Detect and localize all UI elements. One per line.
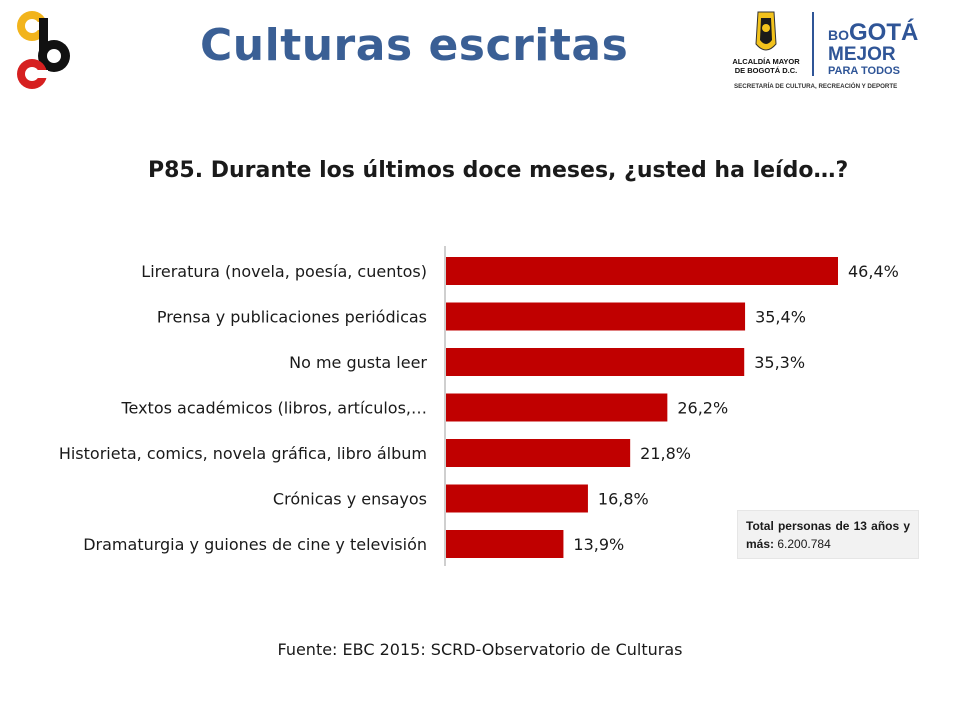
source-footer: Fuente: EBC 2015: SCRD-Observatorio de C… [277,640,683,659]
value-label: 35,3% [754,353,805,372]
svg-text:BOGOTÁ: BOGOTÁ [828,18,918,46]
logo-alcaldia-line1: ALCALDÍA MAYOR [732,57,800,66]
category-label: Crónicas y ensayos [273,490,427,509]
logo-brand-mid: MEJOR [828,44,896,65]
bar [446,484,588,513]
bar [446,393,668,422]
logo-brand-big: GOTÁ [849,18,918,46]
note-value: 6.200.784 [777,537,831,551]
coat-of-arms-icon [755,11,777,51]
bogota-logo: ALCALDÍA MAYOR DE BOGOTÁ D.C. BOGOTÁ MEJ… [732,11,918,90]
category-label: Prensa y publicaciones periódicas [157,308,427,327]
logo-brand-small: BO [828,27,849,43]
logo-subtitle: SECRETARÍA DE CULTURA, RECREACIÓN Y DEPO… [734,82,897,90]
category-label: No me gusta leer [289,353,427,372]
value-label: 21,8% [640,444,691,463]
chart-title: P85. Durante los últimos doce meses, ¿us… [148,158,849,183]
bar [446,302,746,331]
logo-alcaldia-line2: DE BOGOTÁ D.C. [735,66,798,75]
bar [446,348,745,376]
bar [446,439,631,467]
value-label: 13,9% [573,535,624,554]
note-label: Total personas de 13 años y más: [746,519,910,551]
category-label: Textos académicos (libros, artículos,… [120,399,427,418]
value-label: 16,8% [598,490,649,509]
value-label: 46,4% [848,262,899,281]
value-label: 35,4% [755,308,806,327]
value-label: 26,2% [677,399,728,418]
bar [446,257,838,285]
category-label: Dramaturgia y guiones de cine y televisi… [83,535,427,554]
total-note: Total personas de 13 años y más: 6.200.7… [737,510,919,559]
culture-logo-icon [17,11,70,89]
category-label: Lireratura (novela, poesía, cuentos) [141,262,427,281]
bar [446,530,564,558]
logo-brand-bottom: PARA TODOS [828,65,900,77]
category-label: Historieta, comics, novela gráfica, libr… [59,444,427,463]
page-title: Culturas escritas [200,20,629,71]
